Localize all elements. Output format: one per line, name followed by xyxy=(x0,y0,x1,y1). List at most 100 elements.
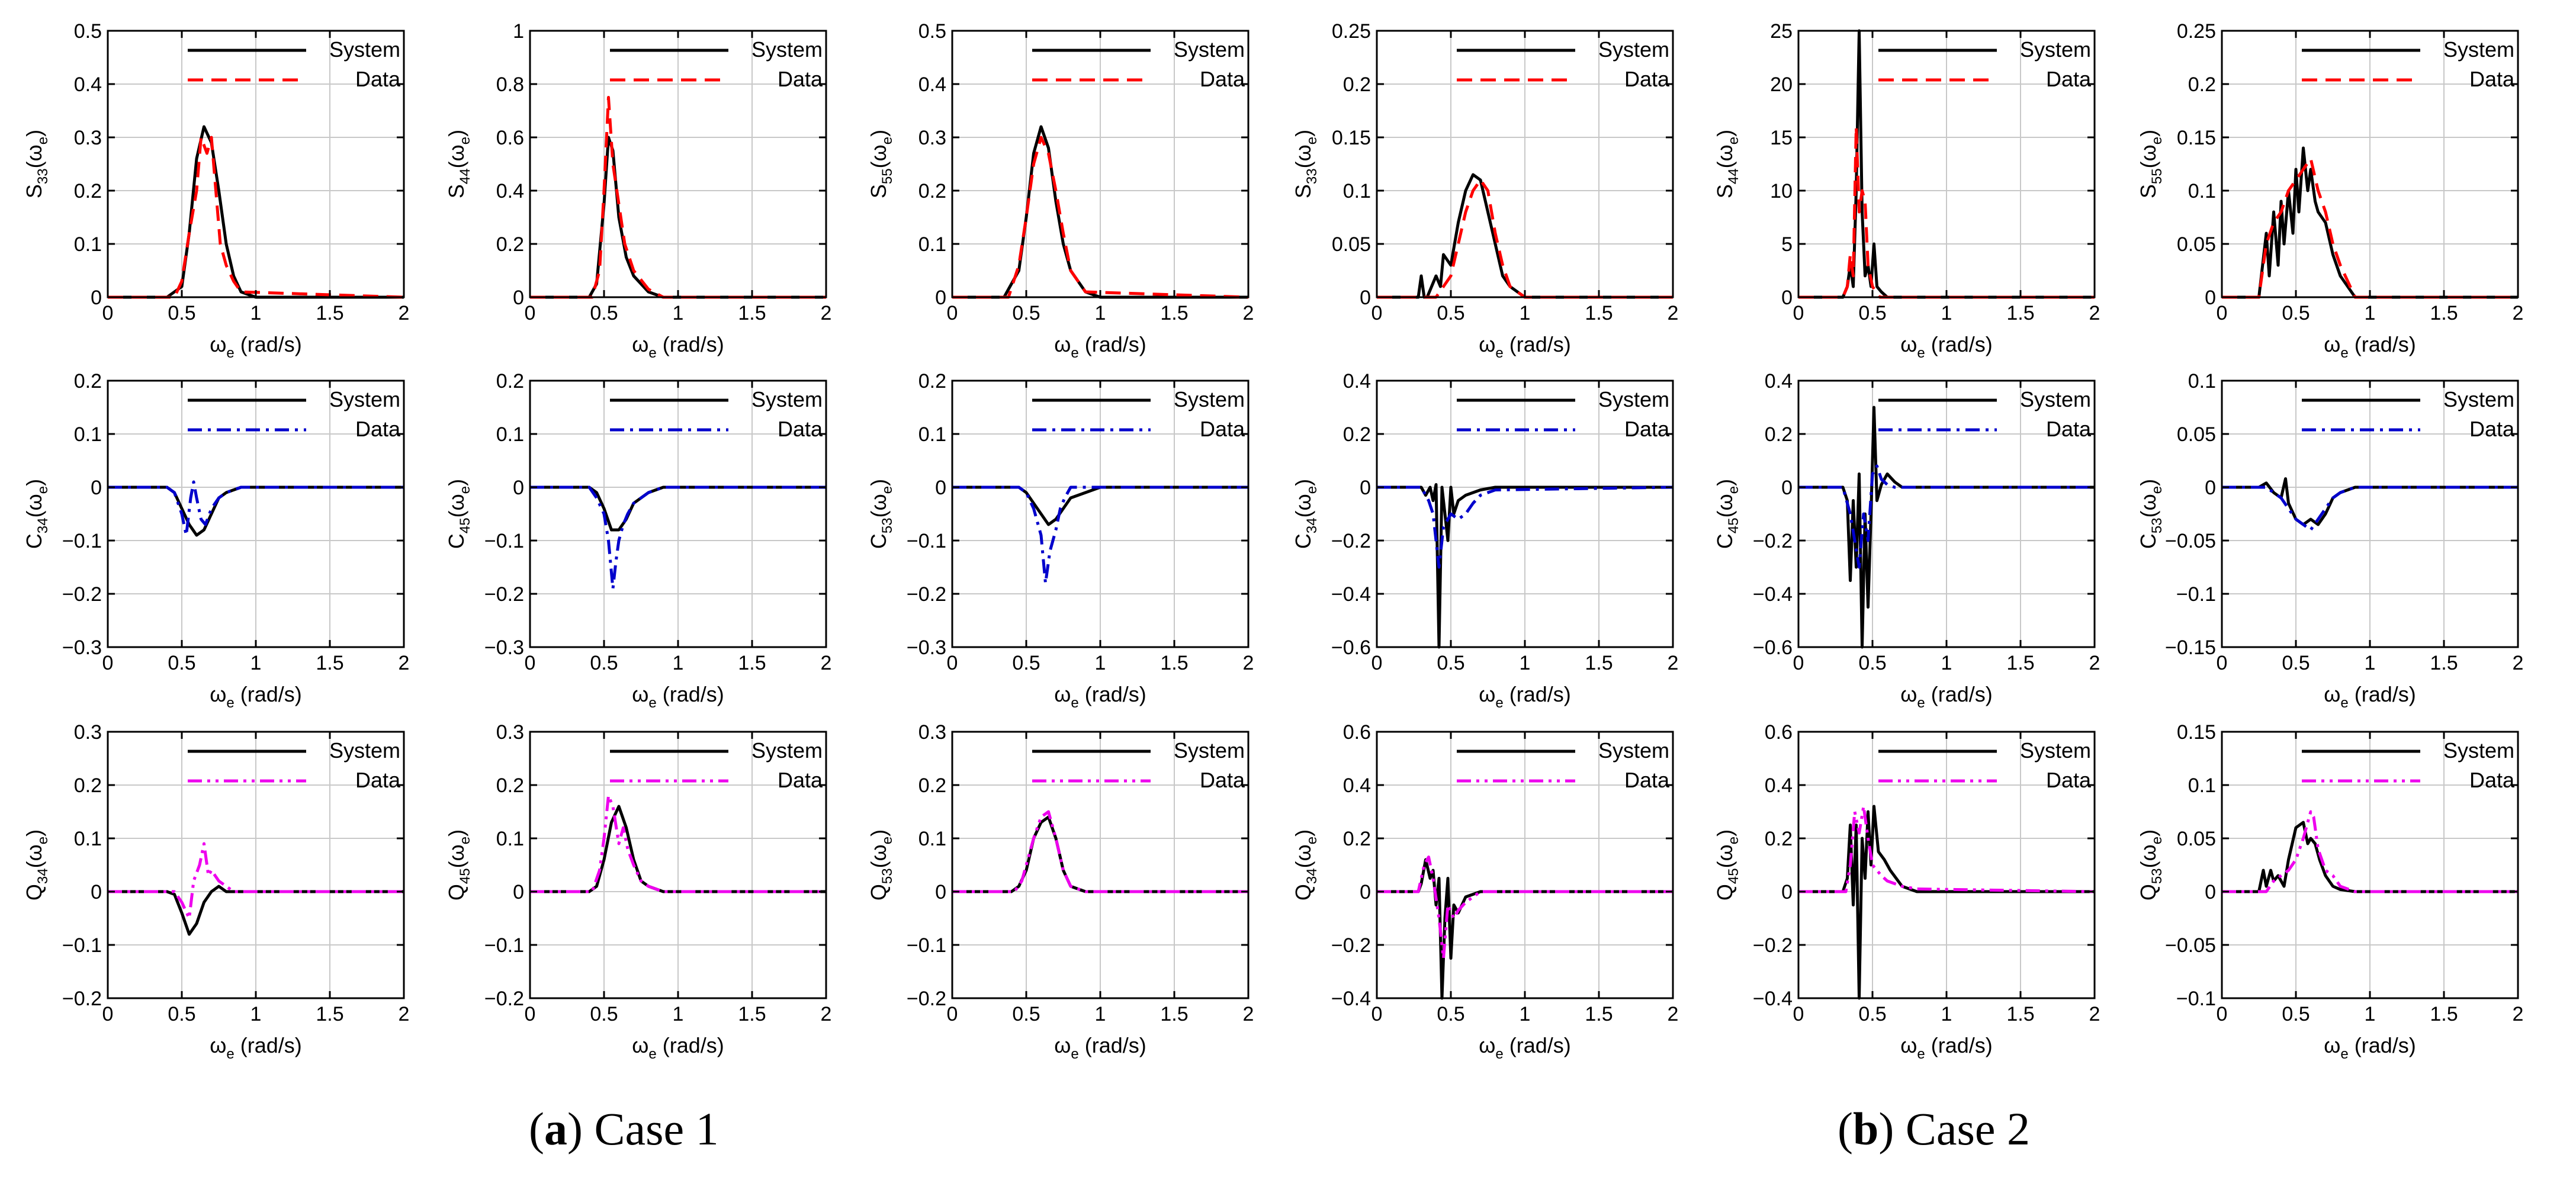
x-tick-label: 1.5 xyxy=(2006,1003,2034,1025)
x-tick-label: 0 xyxy=(2217,652,2228,674)
y-tick-label: −0.3 xyxy=(62,636,102,659)
y-tick-label: −0.1 xyxy=(907,530,946,552)
x-tick-label: 1 xyxy=(1941,1003,1952,1025)
legend-label-system: System xyxy=(751,387,823,411)
legend-label-data: Data xyxy=(1200,768,1245,792)
y-tick-label: −0.6 xyxy=(1331,636,1371,659)
y-tick-label: 0.2 xyxy=(1765,828,1793,850)
legend: System Data xyxy=(1032,37,1245,91)
y-tick-label: 0.4 xyxy=(1343,774,1371,797)
y-tick-label: 0.2 xyxy=(1343,828,1371,850)
series-line-system xyxy=(952,485,1248,526)
subplot-c45-case1: 0 0.5 1 1.5 2 −0.3 −0.2 −0.1 0 0.1 0.2 ωe (rad/s) C4… xyxy=(444,370,831,711)
series-line-system xyxy=(2222,821,2518,893)
y-tick-label: 0.05 xyxy=(2177,828,2216,850)
x-axis-label: ωe (rad/s) xyxy=(210,682,301,711)
y-tick-label: −0.2 xyxy=(484,583,524,606)
y-tick-label: −0.2 xyxy=(62,583,102,606)
y-axis-label: S55(ωe) xyxy=(866,130,895,198)
legend-label-system: System xyxy=(1598,387,1669,411)
subplot-c53-case1: 0 0.5 1 1.5 2 −0.3 −0.2 −0.1 0 0.1 0.2 ωe (rad/s) C5… xyxy=(866,370,1254,711)
legend-label-system: System xyxy=(329,387,400,411)
y-tick-label: 0.4 xyxy=(1343,370,1371,393)
x-tick-label: 1 xyxy=(673,652,684,674)
x-tick-label: 0 xyxy=(947,652,958,674)
x-tick-label: 0 xyxy=(525,1003,536,1025)
legend: System Data xyxy=(2302,387,2515,441)
subplot-q34-case2: 0 0.5 1 1.5 2 −0.4 −0.2 0 0.2 0.4 0.6 ωe (rad/s) Q34… xyxy=(1291,721,1678,1062)
legend-label-system: System xyxy=(1598,37,1669,62)
x-tick-label: 2 xyxy=(1668,302,1679,324)
y-tick-label: 0.3 xyxy=(496,721,524,744)
legend-label-data: Data xyxy=(355,417,401,441)
x-tick-label: 2 xyxy=(821,302,832,324)
y-tick-label: 0.15 xyxy=(2177,721,2216,744)
x-tick-label: 0 xyxy=(2217,302,2228,324)
y-tick-label: 0.2 xyxy=(918,180,946,202)
x-tick-label: 2 xyxy=(2513,1003,2524,1025)
x-axis-label: ωe (rad/s) xyxy=(1054,1033,1146,1062)
legend-label-data: Data xyxy=(2046,67,2092,91)
x-tick-label: 1.5 xyxy=(2006,302,2034,324)
series-line-data xyxy=(1377,178,1673,299)
x-tick-label: 1 xyxy=(1520,652,1531,674)
x-tick-label: 2 xyxy=(2089,652,2100,674)
x-tick-label: 1.5 xyxy=(738,1003,766,1025)
x-tick-label: 0.5 xyxy=(1012,652,1040,674)
x-tick-label: 1.5 xyxy=(1160,1003,1188,1025)
y-tick-label: 0.2 xyxy=(1343,73,1371,96)
x-axis-label: ωe (rad/s) xyxy=(1900,1033,1992,1062)
y-axis-label: C45(ωe) xyxy=(1713,479,1742,549)
y-tick-label: 0 xyxy=(91,477,102,499)
legend-label-data: Data xyxy=(778,417,823,441)
series-line-data xyxy=(108,136,404,299)
series-line-data xyxy=(1798,125,2095,299)
y-tick-label: 0 xyxy=(513,881,524,903)
y-tick-label: −0.05 xyxy=(2165,530,2216,552)
y-tick-label: 0.2 xyxy=(496,774,524,797)
y-tick-label: 0.5 xyxy=(74,20,102,43)
x-tick-label: 1.5 xyxy=(316,1003,343,1025)
y-tick-label: −0.1 xyxy=(484,934,524,957)
y-tick-label: 0.1 xyxy=(496,423,524,446)
legend: System Data xyxy=(188,37,401,91)
x-tick-label: 0.5 xyxy=(1858,652,1886,674)
y-tick-label: 0.8 xyxy=(496,73,524,96)
y-tick-label: 0.2 xyxy=(496,233,524,256)
x-tick-label: 0.5 xyxy=(590,652,618,674)
y-tick-label: 0 xyxy=(513,287,524,309)
x-tick-label: 1.5 xyxy=(316,652,343,674)
x-tick-label: 2 xyxy=(1668,652,1679,674)
x-axis-label: ωe (rad/s) xyxy=(1054,332,1146,361)
x-tick-label: 0 xyxy=(1793,302,1804,324)
y-axis-label: S44(ωe) xyxy=(444,130,473,198)
legend-label-system: System xyxy=(1174,738,1245,763)
y-tick-label: −0.1 xyxy=(907,934,946,957)
legend-label-data: Data xyxy=(1624,417,1670,441)
series-line-data xyxy=(952,810,1248,893)
y-axis-label: C53(ωe) xyxy=(866,479,895,549)
x-tick-label: 0.5 xyxy=(1437,1003,1464,1025)
legend-label-system: System xyxy=(2443,387,2514,411)
subplot-c34-case2: 0 0.5 1 1.5 2 −0.6 −0.4 −0.2 0 0.2 0.4 ωe (rad/s) C3… xyxy=(1291,370,1678,711)
legend: System Data xyxy=(610,738,823,792)
x-tick-label: 1 xyxy=(1520,302,1531,324)
x-tick-label: 2 xyxy=(821,652,832,674)
series-line-data xyxy=(530,96,826,299)
y-tick-label: 0.4 xyxy=(918,73,946,96)
x-tick-label: 0 xyxy=(1793,1003,1804,1025)
y-tick-label: 0.2 xyxy=(2188,73,2216,96)
legend-label-system: System xyxy=(2443,37,2514,62)
y-tick-label: 0.1 xyxy=(2188,774,2216,797)
y-tick-label: −0.2 xyxy=(62,988,102,1010)
x-tick-label: 0.5 xyxy=(1012,1003,1040,1025)
subplot-s33-case2: 0 0.5 1 1.5 2 0 0.05 0.1 0.15 0.2 0.25 ωe (rad/s) S3… xyxy=(1291,20,1678,361)
x-tick-label: 0 xyxy=(525,302,536,324)
y-tick-label: 0 xyxy=(2205,881,2216,903)
y-tick-label: −0.3 xyxy=(907,636,946,659)
x-axis-label: ωe (rad/s) xyxy=(210,332,301,361)
x-tick-label: 1 xyxy=(2365,302,2376,324)
x-tick-label: 0 xyxy=(102,652,114,674)
subplot-q53-case1: 0 0.5 1 1.5 2 −0.2 −0.1 0 0.1 0.2 0.3 ωe (rad/s) Q53… xyxy=(866,721,1254,1062)
